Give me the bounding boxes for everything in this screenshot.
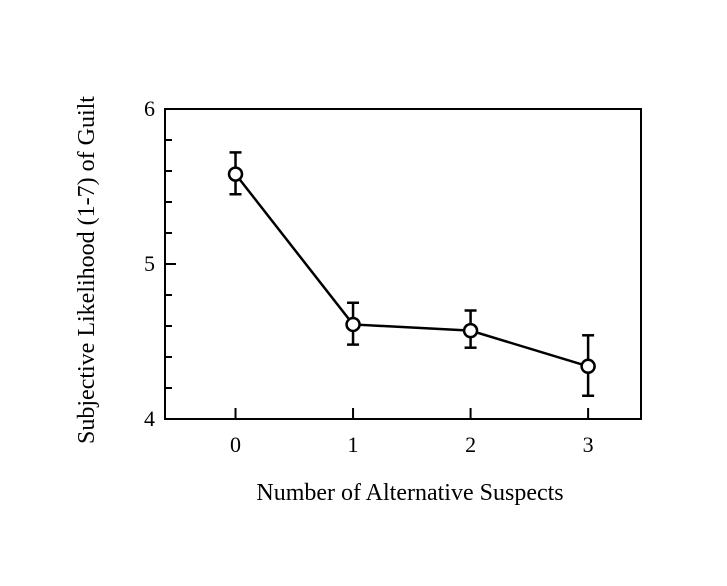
data-point — [345, 316, 361, 333]
x-axis-title: Number of Alternative Suspects — [256, 480, 563, 506]
y-tick-label: 4 — [144, 406, 155, 431]
series-line — [234, 173, 589, 368]
x-tick-label: 3 — [583, 432, 594, 457]
x-tick-label: 1 — [348, 432, 359, 457]
data-point — [462, 322, 479, 339]
data-point — [227, 166, 244, 182]
x-tick-label: 2 — [465, 432, 476, 457]
x-tick-label: 0 — [230, 432, 241, 457]
data-point — [580, 358, 596, 375]
y-axis-title: Subjective Likelihood (1-7) of Guilt — [74, 96, 100, 444]
y-tick-label: 6 — [144, 96, 155, 121]
y-tick-label: 5 — [144, 251, 155, 276]
